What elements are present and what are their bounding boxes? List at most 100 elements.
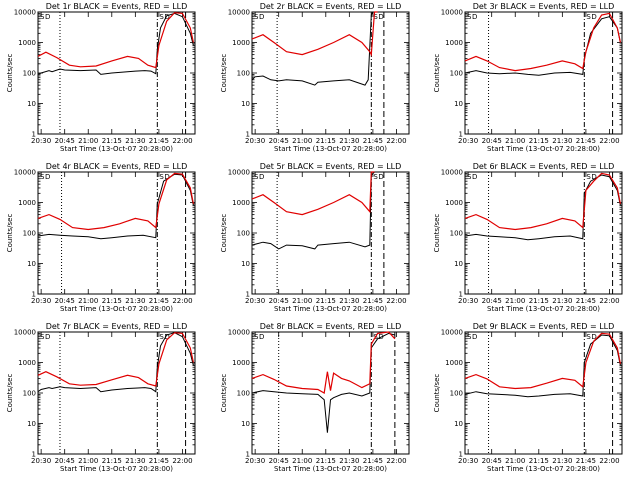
marker-d-event: D [591, 173, 596, 181]
x-tick-label: 21:00 [505, 457, 525, 465]
x-axis-label: Start Time (13-Oct-07 20:28:00) [274, 465, 387, 473]
events-series-line [37, 332, 194, 393]
marker-d: D [259, 13, 264, 21]
lld-series-line [464, 12, 621, 72]
y-tick-label: 10 [27, 420, 36, 428]
events-series-line [37, 173, 194, 240]
y-tick-label: 10000 [14, 169, 36, 177]
y-axis-label: Counts/sec [6, 54, 14, 93]
x-tick-label: 22:00 [599, 297, 619, 305]
x-tick-label: 20:45 [55, 137, 75, 145]
y-tick-label: 1 [32, 451, 36, 459]
x-tick-label: 20:45 [55, 297, 75, 305]
y-tick-label: 10000 [14, 9, 36, 17]
marker-s-event: S [159, 13, 164, 21]
plot-title: Det 8r BLACK = Events, RED = LLD [260, 322, 402, 331]
y-tick-label: 10000 [228, 169, 250, 177]
lld-series-line [464, 332, 621, 390]
plot-title: Det 2r BLACK = Events, RED = LLD [260, 2, 402, 11]
y-tick-label: 1 [459, 131, 463, 139]
x-tick-label: 21:00 [78, 297, 98, 305]
marker-s: S [40, 13, 45, 21]
marker-s: S [254, 173, 259, 181]
y-tick-label: 10000 [441, 329, 463, 337]
x-tick-label: 21:30 [339, 137, 359, 145]
x-axis-label: Start Time (13-Oct-07 20:28:00) [60, 465, 173, 473]
x-tick-label: 21:15 [102, 457, 122, 465]
y-tick-label: 1 [459, 291, 463, 299]
plot-frame [251, 11, 410, 135]
y-tick-label: 1 [459, 451, 463, 459]
x-tick-label: 22:00 [599, 457, 619, 465]
x-tick-label: 22:00 [386, 297, 406, 305]
marker-d: D [472, 173, 477, 181]
marker-d: D [45, 13, 50, 21]
y-axis-label: Counts/sec [433, 54, 441, 93]
marker-s-event: S [159, 333, 164, 341]
x-tick-label: 21:30 [552, 457, 572, 465]
y-tick-label: 1 [246, 291, 250, 299]
detector-plot-2: Det 2r BLACK = Events, RED = LLD 1 10 100 10… [220, 2, 410, 153]
y-tick-label: 100 [237, 230, 250, 238]
marker-s: S [467, 333, 472, 341]
y-tick-label: 1000 [445, 39, 463, 47]
x-tick-label: 21:45 [576, 297, 596, 305]
y-tick-label: 1000 [445, 359, 463, 367]
x-tick-label: 20:30 [458, 457, 478, 465]
plot-title: Det 7r BLACK = Events, RED = LLD [46, 322, 188, 331]
y-tick-label: 100 [23, 390, 36, 398]
plot-title: Det 5r BLACK = Events, RED = LLD [260, 162, 402, 171]
x-tick-label: 20:30 [245, 457, 265, 465]
y-tick-label: 100 [237, 390, 250, 398]
detector-plot-6: Det 6r BLACK = Events, RED = LLD 1 10 100 10… [433, 162, 623, 313]
x-tick-label: 21:45 [363, 137, 383, 145]
y-tick-label: 10000 [14, 329, 36, 337]
lld-series-line [37, 12, 194, 69]
events-series-line [251, 11, 376, 86]
x-tick-label: 21:15 [529, 457, 549, 465]
x-axis-label: Start Time (13-Oct-07 20:28:00) [274, 305, 387, 313]
y-tick-label: 1000 [445, 199, 463, 207]
x-tick-label: 21:45 [576, 137, 596, 145]
y-tick-label: 1 [246, 131, 250, 139]
y-tick-label: 10 [27, 100, 36, 108]
marker-d: D [259, 173, 264, 181]
x-tick-label: 20:45 [55, 457, 75, 465]
y-axis-label: Counts/sec [220, 54, 228, 93]
y-axis-label: Counts/sec [220, 214, 228, 253]
x-tick-label: 21:00 [292, 137, 312, 145]
x-tick-label: 21:15 [102, 137, 122, 145]
x-tick-label: 22:00 [172, 297, 192, 305]
marker-s-event: S [586, 13, 591, 21]
x-tick-label: 21:45 [149, 297, 169, 305]
x-tick-label: 21:15 [316, 297, 336, 305]
x-tick-label: 21:15 [102, 297, 122, 305]
marker-d-event: D [591, 333, 596, 341]
x-tick-label: 21:00 [505, 137, 525, 145]
x-tick-label: 20:30 [458, 297, 478, 305]
marker-s: S [467, 13, 472, 21]
x-axis-label: Start Time (13-Oct-07 20:28:00) [60, 305, 173, 313]
x-tick-label: 21:15 [529, 297, 549, 305]
y-tick-label: 100 [450, 70, 463, 78]
marker-s: S [254, 333, 259, 341]
y-tick-label: 10 [27, 260, 36, 268]
marker-d-event: D [164, 333, 169, 341]
x-tick-label: 21:45 [363, 457, 383, 465]
events-series-line [251, 171, 375, 250]
x-tick-label: 21:15 [316, 137, 336, 145]
y-tick-label: 10000 [441, 9, 463, 17]
x-tick-label: 21:00 [78, 457, 98, 465]
y-tick-label: 1000 [232, 199, 250, 207]
lld-series-line [464, 172, 621, 231]
y-tick-label: 10 [241, 260, 250, 268]
x-axis-label: Start Time (13-Oct-07 20:28:00) [60, 145, 173, 153]
x-tick-label: 22:00 [386, 137, 406, 145]
x-tick-label: 20:45 [269, 457, 289, 465]
detector-plot-5: Det 5r BLACK = Events, RED = LLD 1 10 100 10… [220, 162, 410, 313]
marker-s-event: S [586, 173, 591, 181]
y-tick-label: 10000 [228, 9, 250, 17]
x-tick-label: 20:45 [482, 457, 502, 465]
y-tick-label: 10 [454, 260, 463, 268]
